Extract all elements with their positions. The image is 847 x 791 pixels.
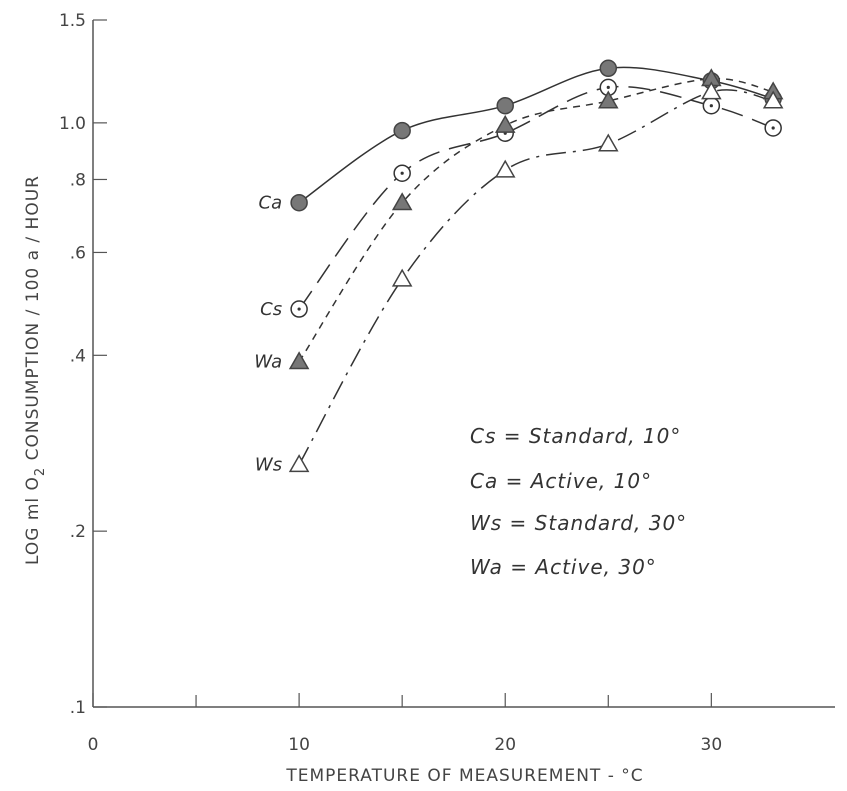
- marker-ca: [290, 193, 308, 212]
- y-axis-title-part1: LOG ml O: [23, 476, 43, 565]
- x-tick-label: 30: [701, 735, 723, 755]
- legend-entry-wa: Wa = Active, 30°: [470, 555, 657, 579]
- legend: Cs = Standard, 10° Ca = Active, 10° Ws =…: [470, 424, 687, 579]
- y-axis-title-subscript: 2: [33, 467, 48, 476]
- series-curves: [298, 66, 774, 465]
- marker-ws: [597, 133, 619, 152]
- marker-wa: [391, 192, 413, 211]
- series-label-wa: Wa: [254, 352, 282, 373]
- series-line-ws: [298, 89, 774, 465]
- series-line-cs: [298, 85, 774, 310]
- y-tick-label: .6: [70, 243, 86, 263]
- series-markers: [288, 59, 784, 473]
- marker-cs-dot: [771, 126, 775, 130]
- marker-cs-dot: [400, 171, 404, 175]
- marker-ca: [599, 59, 618, 78]
- marker-wa: [597, 90, 619, 109]
- series-label-ca: Ca: [259, 193, 283, 214]
- series-label-ws: Ws: [255, 455, 282, 476]
- y-tick-label: .8: [70, 170, 86, 190]
- marker-ca: [496, 96, 514, 115]
- y-tick-label: 1.0: [59, 114, 86, 134]
- series-line-ca: [298, 66, 774, 204]
- ticks: 0 10 20 30 .1 .2 .4 .6 .8 1.0 1.5: [59, 11, 722, 755]
- marker-ws: [762, 90, 784, 109]
- series-labels: Ca Cs Wa Ws: [254, 193, 282, 476]
- marker-ws: [288, 454, 310, 473]
- marker-cs-dot: [606, 85, 610, 90]
- marker-ca: [393, 121, 411, 140]
- series-line-wa: [298, 77, 774, 363]
- y-axis-title-part2: CONSUMPTION / 100 a / HOUR: [23, 175, 43, 467]
- marker-ws: [701, 81, 722, 100]
- marker-wa: [288, 351, 310, 370]
- x-tick-label: 20: [494, 735, 516, 755]
- marker-cs-dot: [709, 104, 713, 108]
- marker-wa: [494, 114, 516, 133]
- series-label-cs: Cs: [260, 299, 282, 320]
- legend-entry-ws: Ws = Standard, 30°: [470, 511, 687, 535]
- y-tick-label: .1: [70, 698, 86, 718]
- axes: [92, 20, 835, 708]
- legend-entry-cs: Cs = Standard, 10°: [470, 424, 681, 448]
- y-tick-label: 1.5: [59, 11, 86, 31]
- marker-ws: [391, 268, 413, 287]
- y-tick-label: .4: [70, 346, 86, 366]
- x-tick-label: 0: [88, 735, 99, 755]
- y-axis-title: LOG ml O2 CONSUMPTION / 100 a / HOUR: [23, 175, 48, 565]
- marker-ws: [494, 159, 516, 178]
- x-axis-title: TEMPERATURE OF MEASUREMENT - °C: [285, 766, 643, 786]
- marker-cs-dot: [297, 307, 301, 311]
- x-tick-label: 10: [288, 735, 310, 755]
- y-tick-label: .2: [70, 522, 86, 542]
- legend-entry-ca: Ca = Active, 10°: [470, 469, 652, 493]
